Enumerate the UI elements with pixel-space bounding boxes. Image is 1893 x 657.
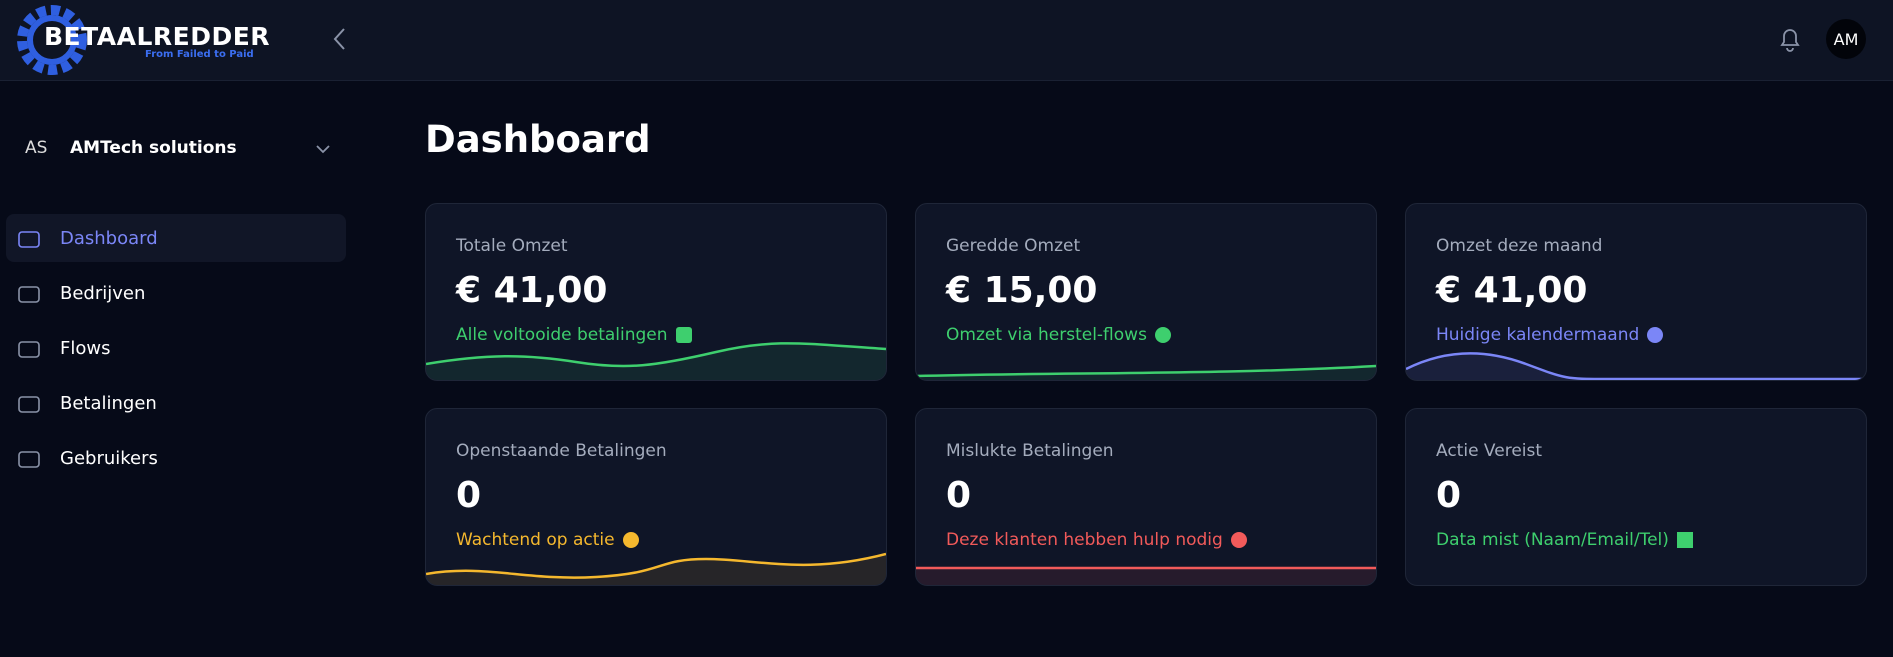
card-note-text: Data mist (Naam/Email/Tel) [1436, 530, 1669, 550]
org-name[interactable]: AMTech solutions [70, 138, 237, 158]
nav-item[interactable]: Gebruikers [6, 434, 346, 482]
sparkline [426, 552, 886, 585]
sparkline [426, 342, 886, 380]
nav-item[interactable]: Bedrijven [6, 269, 346, 317]
card-note: Omzet via herstel-flows [946, 325, 1171, 345]
card-note-text: Wachtend op actie [456, 530, 615, 550]
card-value: € 41,00 [456, 270, 608, 311]
card-value: € 41,00 [1436, 270, 1588, 311]
card-value: 0 [1436, 475, 1462, 516]
top-bar: BETAALREDDER From Failed to Paid AM [0, 0, 1893, 81]
card-note-text: Alle voltooide betalingen [456, 325, 668, 345]
card-label: Totale Omzet [456, 236, 568, 256]
nav-label: Betalingen [60, 392, 157, 414]
nav-icon [18, 231, 40, 248]
card-note: Deze klanten hebben hulp nodig [946, 530, 1247, 550]
page-title: Dashboard [425, 118, 651, 161]
sparkline [916, 566, 1376, 585]
card-note: Huidige kalendermaand [1436, 325, 1664, 345]
card-label: Mislukte Betalingen [946, 441, 1114, 461]
card-label: Actie Vereist [1436, 441, 1543, 461]
nav-icon [18, 341, 40, 358]
card-note: Wachtend op actie [456, 530, 639, 550]
nav-icon [18, 286, 40, 303]
nav-label: Bedrijven [60, 282, 146, 304]
nav-label: Dashboard [60, 227, 158, 249]
stat-card: Openstaande Betalingen 0 Wachtend op actie [425, 408, 887, 586]
nav-item[interactable]: Dashboard [6, 214, 346, 262]
card-label: Omzet deze maand [1436, 236, 1603, 256]
notifications-button[interactable] [1777, 25, 1803, 53]
sparkline [916, 364, 1376, 380]
nav-icon [18, 396, 40, 413]
card-label: Openstaande Betalingen [456, 441, 667, 461]
nav-label: Gebruikers [60, 447, 158, 469]
logo-tagline: From Failed to Paid [145, 49, 254, 60]
logo-title: BETAALREDDER [44, 22, 271, 51]
card-note-icon [1647, 327, 1664, 343]
card-note-text: Huidige kalendermaand [1436, 325, 1640, 345]
sparkline [1406, 352, 1866, 380]
card-note-icon [1676, 532, 1693, 548]
card-value: 0 [946, 475, 972, 516]
nav-item[interactable]: Betalingen [6, 379, 346, 427]
card-note-icon [622, 532, 639, 548]
card-note-icon [1230, 532, 1247, 548]
card-note-icon [1154, 327, 1171, 343]
nav-item[interactable]: Flows [6, 324, 346, 372]
collapse-button[interactable] [330, 27, 350, 51]
card-value: 0 [456, 475, 482, 516]
card-note-icon [675, 327, 692, 343]
nav-label: Flows [60, 337, 111, 359]
card-note-text: Omzet via herstel-flows [946, 325, 1147, 345]
stat-card: Omzet deze maand € 41,00 Huidige kalenderm… [1405, 203, 1867, 381]
card-note: Alle voltooide betalingen [456, 325, 692, 345]
stat-card: Totale Omzet € 41,00 Alle voltooide betali… [425, 203, 887, 381]
org-initials: AS [25, 138, 48, 158]
org-dropdown[interactable] [315, 143, 331, 155]
stat-card: Mislukte Betalingen 0 Deze klanten hebben … [915, 408, 1377, 586]
card-note: Data mist (Naam/Email/Tel) [1436, 530, 1693, 550]
card-note-text: Deze klanten hebben hulp nodig [946, 530, 1223, 550]
user-avatar[interactable]: AM [1826, 19, 1866, 59]
stat-card: Actie Vereist 0 Data mist (Naam/Email/Tel) [1405, 408, 1867, 586]
card-value: € 15,00 [946, 270, 1098, 311]
logo-gear [17, 5, 87, 75]
nav-icon [18, 451, 40, 468]
card-label: Geredde Omzet [946, 236, 1081, 256]
stat-card: Geredde Omzet € 15,00 Omzet via herstel-fl… [915, 203, 1377, 381]
